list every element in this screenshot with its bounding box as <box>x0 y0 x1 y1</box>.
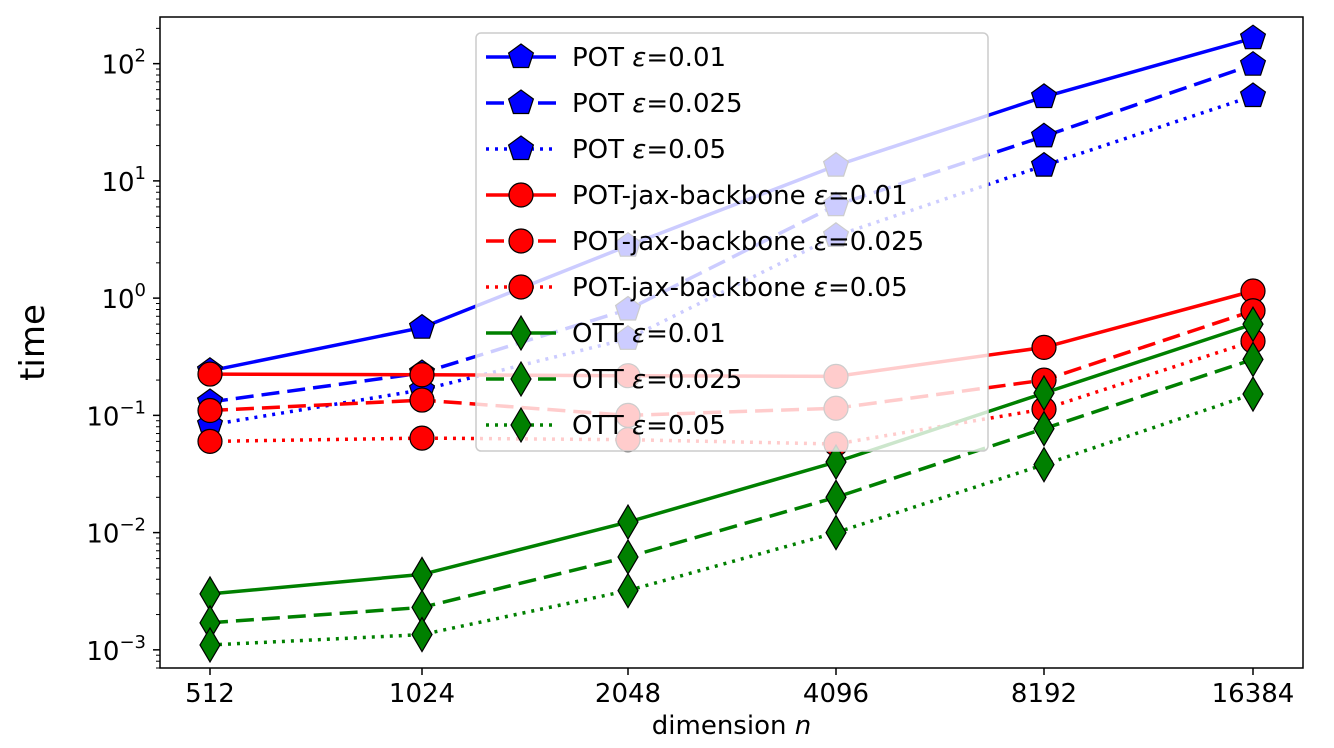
data-point <box>1239 24 1267 50</box>
data-point <box>1242 375 1264 413</box>
legend-entry: OTT ε=0.05 <box>486 406 726 444</box>
data-point <box>1033 410 1055 447</box>
legend-entry: POT-jax-backbone ε=0.025 <box>486 227 924 257</box>
data-point <box>1033 374 1055 412</box>
data-point <box>1031 334 1057 360</box>
legend-label: POT-jax-backbone ε=0.05 <box>572 273 908 303</box>
data-point <box>617 503 639 541</box>
data-point <box>1030 83 1058 109</box>
legend-marker <box>507 89 535 115</box>
data-point <box>825 443 847 481</box>
legend: POT ε=0.01 POT ε=0.025 POT ε=0.05 POT-jax-b… <box>475 32 989 452</box>
data-point <box>408 313 436 339</box>
legend-label: OTT ε=0.05 <box>572 411 726 441</box>
series-line <box>209 63 1254 404</box>
data-point <box>1239 50 1267 76</box>
data-point <box>199 626 221 664</box>
legend-entry: OTT ε=0.025 <box>486 360 742 398</box>
data-point <box>409 387 435 413</box>
y-axis-label: time <box>13 304 53 381</box>
data-point <box>825 479 847 516</box>
legend-marker <box>507 135 535 161</box>
legend-marker <box>510 360 532 398</box>
series-ott-eps-0.01 <box>199 305 1264 613</box>
series-ott-eps-0.025 <box>199 341 1264 642</box>
legend-marker <box>510 314 532 352</box>
data-point <box>825 514 847 551</box>
legend-marker <box>507 43 535 69</box>
x-tick-label: 16384 <box>1212 679 1295 709</box>
legend-label: POT ε=0.01 <box>572 43 726 73</box>
data-point <box>197 361 223 387</box>
series-ott-eps-0.05 <box>199 375 1264 664</box>
x-axis-label: dimension n <box>652 711 811 741</box>
data-point <box>617 538 639 576</box>
data-point <box>1242 305 1264 343</box>
legend-label: POT ε=0.025 <box>572 89 743 119</box>
legend-entry: POT-jax-backbone ε=0.05 <box>486 273 908 303</box>
data-point <box>409 425 435 451</box>
data-point <box>197 428 223 454</box>
x-tick-label: 512 <box>185 679 235 709</box>
legend-label: OTT ε=0.025 <box>572 365 742 395</box>
plot-frame <box>159 16 1304 669</box>
axes: 512 1024 2048 4096 8192 16384 10−3 10−2 10−1 100 1… <box>13 27 1295 741</box>
data-point <box>1030 122 1058 148</box>
data-point <box>411 616 433 653</box>
legend-entry: POT ε=0.025 <box>486 89 743 119</box>
legend-marker <box>508 182 534 208</box>
x-tick-label: 4096 <box>803 679 869 709</box>
legend-label: POT-jax-backbone ε=0.01 <box>572 181 908 211</box>
data-point <box>411 556 433 593</box>
legend-box <box>475 32 989 452</box>
legend-marker <box>508 228 534 254</box>
x-tick-label: 2048 <box>595 679 661 709</box>
y-tick-label: 10−1 <box>86 397 146 432</box>
legend-label: OTT ε=0.01 <box>572 319 726 349</box>
data-point <box>1030 151 1058 177</box>
legend-label: POT ε=0.05 <box>572 135 726 165</box>
series-line <box>209 322 1254 596</box>
legend-label: POT-jax-backbone ε=0.025 <box>572 227 924 257</box>
y-tick-label: 10−2 <box>86 515 146 550</box>
data-point <box>409 362 435 388</box>
legend-marker <box>510 406 532 444</box>
legend-entry: POT ε=0.01 <box>486 43 726 73</box>
x-tick-label: 1024 <box>389 679 455 709</box>
legend-entry: OTT ε=0.01 <box>486 314 726 352</box>
legend-entry: POT-jax-backbone ε=0.01 <box>486 181 908 211</box>
legend-entry: POT ε=0.05 <box>486 135 726 165</box>
y-tick-label: 100 <box>101 280 146 315</box>
data-point <box>617 572 639 609</box>
data-point <box>197 397 223 424</box>
y-tick-label: 101 <box>101 163 146 198</box>
legend-marker <box>508 274 534 300</box>
y-tick-label: 102 <box>101 46 146 81</box>
data-point <box>1033 446 1055 483</box>
x-tick-label: 8192 <box>1011 679 1077 709</box>
y-tick-label: 10−3 <box>86 632 146 667</box>
data-point <box>1239 82 1267 108</box>
series-line <box>209 357 1254 625</box>
